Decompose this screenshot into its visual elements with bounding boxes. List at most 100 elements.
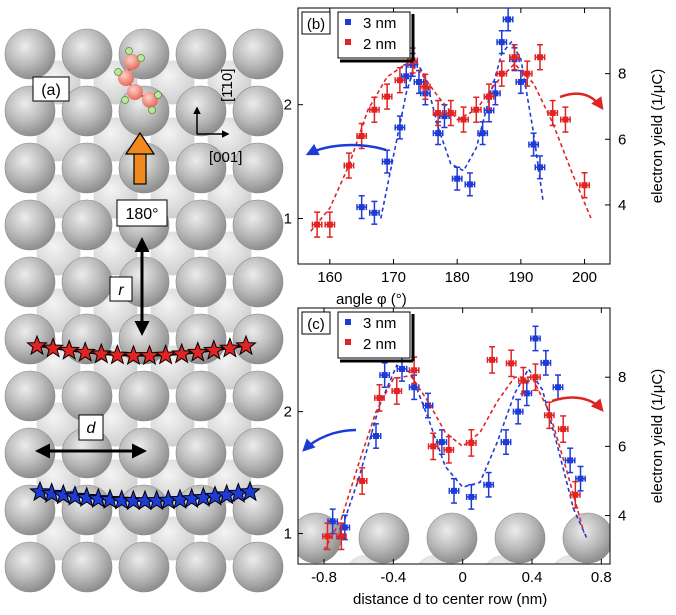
y-right-tick-label: 4 — [618, 197, 626, 214]
data-point — [311, 211, 323, 238]
data-point — [505, 349, 517, 378]
x-tick-label: 180 — [445, 269, 470, 286]
legend-label-2nm: 2 nm — [363, 36, 396, 53]
x-tick-label: 160 — [317, 269, 342, 286]
direction-up-label: [1̄10] — [219, 69, 236, 102]
data-point — [427, 432, 439, 461]
panel-b-frame — [297, 7, 611, 265]
data-point — [439, 103, 450, 129]
panel-c-label-box — [301, 311, 331, 335]
panel-b-chart: 160 170 180 190 200 1 2 4 6 8 (b) 3 nm 2 nm angle… — [284, 7, 666, 308]
surface-atom — [118, 370, 170, 422]
data-point — [530, 325, 541, 352]
data-point — [552, 374, 564, 401]
panel-b-legend: 3 nm 2 nm — [337, 11, 415, 63]
surface-atom — [4, 256, 56, 308]
panel-c-ylabel-right: electron yield (1/μC) — [649, 369, 666, 504]
surface-atom — [232, 85, 284, 137]
data-point — [575, 465, 586, 492]
y-right-tick-label: 4 — [618, 508, 626, 525]
surface-atom — [175, 370, 227, 422]
data-point — [465, 429, 477, 457]
legend-marker-2nm — [345, 339, 351, 345]
surface-atom — [4, 199, 56, 251]
data-point — [559, 106, 571, 133]
data-point — [368, 200, 380, 225]
data-point — [394, 115, 406, 140]
data-point — [569, 480, 581, 509]
panel-c-chart: -0.8 -0.4 0 0.4 0.8 1 2 4 6 8 (c) 3 nm 2 nm dista… — [284, 307, 666, 608]
surface-atom — [175, 85, 227, 137]
data-point — [534, 155, 546, 180]
x-tick-label: 0.8 — [591, 569, 612, 586]
star-marker — [74, 341, 97, 362]
star-marker — [58, 339, 81, 360]
data-point — [458, 106, 469, 133]
data-point — [422, 392, 434, 419]
subsurface-atom — [619, 555, 659, 595]
data-point — [483, 471, 495, 498]
surface-atom — [232, 199, 284, 251]
star-marker — [239, 480, 261, 502]
data-point — [339, 514, 351, 541]
y-left-tick-label: 2 — [284, 97, 292, 114]
surface-atom — [232, 256, 284, 308]
data-point — [564, 447, 576, 474]
data-point — [381, 149, 393, 174]
surface-atom — [118, 427, 170, 479]
surface-atom — [232, 313, 284, 365]
data-point — [500, 429, 512, 456]
panel-a-surface: (a) [1̄10] [001] — [4, 28, 284, 593]
data-point — [534, 44, 546, 71]
panel-b-label: (b) — [307, 16, 325, 33]
data-point — [579, 172, 590, 199]
data-point — [368, 96, 380, 123]
surface-atom — [61, 370, 113, 422]
data-point — [448, 477, 460, 504]
panel-b-ylabel-right: electron yield (1/μC) — [649, 69, 666, 204]
y-right-tick-label: 6 — [618, 438, 626, 455]
data-point — [543, 401, 555, 430]
angle-label-box — [116, 199, 168, 227]
surface-atom — [61, 28, 113, 80]
panel-b-label-box — [301, 11, 331, 35]
surface-atom — [4, 28, 56, 80]
surface-atom — [4, 541, 56, 593]
data-point — [379, 362, 391, 388]
star-marker — [40, 482, 63, 503]
data-point — [496, 30, 508, 55]
star-marker — [235, 334, 257, 356]
data-point — [502, 8, 514, 32]
data-point — [381, 83, 393, 110]
surface-atom — [232, 370, 284, 422]
data-point — [515, 69, 527, 95]
surface-atom — [175, 199, 227, 251]
orange-arrow-icon — [124, 131, 156, 185]
r-label: r — [118, 282, 124, 299]
x-tick-label: 200 — [572, 269, 597, 286]
data-point — [445, 99, 457, 127]
data-point — [370, 423, 382, 449]
panel-c-label: (c) — [307, 316, 325, 333]
surface-atom — [232, 541, 284, 593]
data-point — [496, 60, 508, 87]
star-marker — [52, 483, 75, 505]
data-point — [451, 166, 463, 191]
data-point — [322, 522, 333, 551]
direction-right-label: [001] — [209, 149, 242, 166]
data-point — [394, 66, 406, 94]
x-tick-label: 170 — [381, 269, 406, 286]
legend-label-3nm: 3 nm — [363, 15, 396, 32]
data-point — [343, 152, 355, 179]
data-point — [489, 81, 501, 106]
crystal-direction-axes: [1̄10] [001] — [193, 69, 242, 166]
y-left-tick-label: 2 — [284, 404, 292, 421]
legend-marker-3nm — [345, 319, 351, 325]
data-point — [557, 415, 569, 443]
fit-curve-3nm — [380, 40, 544, 219]
surface-atom — [232, 427, 284, 479]
star-marker — [170, 342, 193, 364]
star-marker — [42, 336, 64, 358]
star-marker — [99, 488, 121, 510]
